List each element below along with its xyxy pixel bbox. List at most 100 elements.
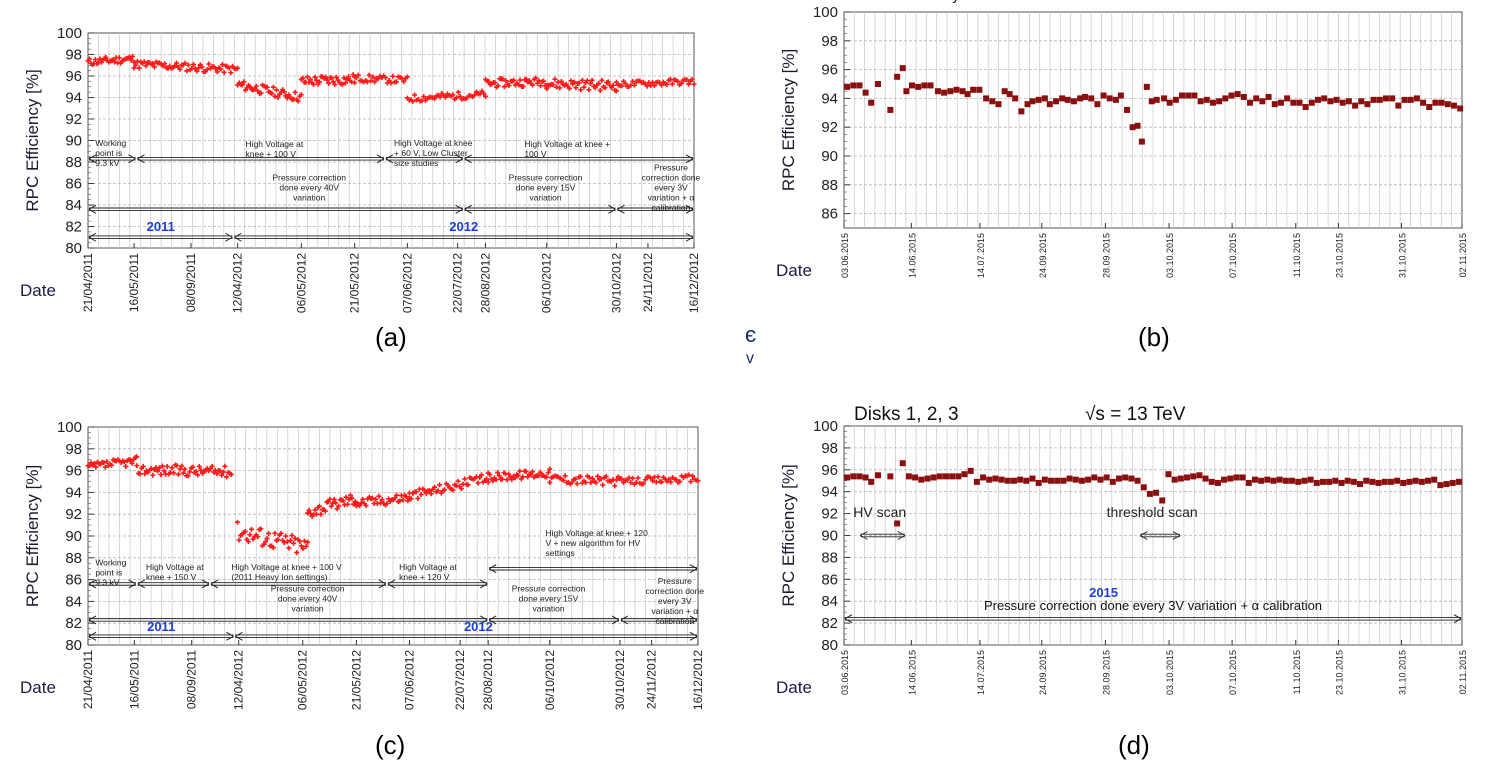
data-point bbox=[1001, 88, 1008, 95]
data-point bbox=[177, 466, 183, 472]
data-point bbox=[486, 78, 492, 84]
arrow-head-right bbox=[1172, 531, 1181, 540]
data-point bbox=[695, 478, 701, 484]
data-point bbox=[1165, 471, 1172, 478]
arrow-head-right bbox=[685, 232, 694, 242]
data-point bbox=[206, 61, 212, 67]
data-point bbox=[1376, 96, 1383, 103]
data-point bbox=[1140, 484, 1147, 491]
data-point bbox=[874, 472, 881, 479]
x-tick-label: 16/05/2011 bbox=[127, 253, 141, 312]
annotation-text: High Voltage at knee bbox=[394, 138, 473, 148]
data-point bbox=[1319, 478, 1326, 485]
data-point bbox=[583, 479, 589, 485]
data-point bbox=[477, 475, 483, 481]
data-point bbox=[894, 73, 901, 80]
data-point bbox=[1308, 99, 1315, 106]
data-point bbox=[499, 476, 505, 482]
data-point bbox=[1197, 98, 1204, 105]
annotation-text: done every 40V bbox=[278, 594, 338, 604]
data-point bbox=[272, 530, 278, 536]
data-point bbox=[578, 87, 584, 93]
data-point bbox=[619, 476, 625, 482]
data-point bbox=[856, 82, 863, 89]
data-point bbox=[278, 530, 284, 536]
annotation-text: variation bbox=[529, 192, 561, 202]
data-point bbox=[151, 64, 157, 70]
y-tick-label: 84 bbox=[65, 197, 82, 214]
y-tick-label: 90 bbox=[821, 528, 838, 545]
x-tick-label: 21/04/2011 bbox=[81, 253, 95, 312]
data-point bbox=[1431, 476, 1438, 483]
data-point bbox=[221, 69, 227, 75]
data-point bbox=[1166, 99, 1173, 106]
data-point bbox=[1406, 478, 1413, 485]
data-point bbox=[1054, 477, 1061, 484]
data-point bbox=[983, 95, 990, 102]
data-point bbox=[669, 81, 675, 87]
data-point bbox=[150, 472, 156, 478]
data-point bbox=[275, 537, 281, 543]
data-point bbox=[266, 530, 272, 536]
data-point bbox=[589, 77, 595, 83]
x-tick-label: 28.09.2015 bbox=[1101, 233, 1111, 278]
data-point bbox=[1109, 478, 1116, 485]
data-point bbox=[1091, 474, 1098, 481]
data-point bbox=[284, 539, 290, 545]
data-point bbox=[1326, 478, 1333, 485]
annotation-text: Pressure bbox=[654, 163, 688, 173]
data-point bbox=[159, 463, 165, 469]
data-point bbox=[560, 477, 566, 483]
x-tick-label: 07.10.2015 bbox=[1228, 650, 1238, 695]
arrow-head-right bbox=[479, 615, 488, 625]
data-point bbox=[586, 474, 592, 480]
data-point bbox=[1450, 102, 1457, 109]
data-point bbox=[1128, 475, 1135, 482]
x-tick-label: 23.10.2015 bbox=[1334, 650, 1344, 695]
data-point bbox=[967, 467, 974, 474]
x-tick-label: 22/07/2012 bbox=[451, 253, 465, 313]
data-point bbox=[576, 80, 582, 86]
data-point bbox=[1041, 95, 1048, 102]
data-point bbox=[894, 520, 901, 527]
y-tick-label: 80 bbox=[65, 240, 82, 257]
data-point bbox=[1321, 95, 1328, 102]
data-point bbox=[1438, 99, 1445, 106]
data-point bbox=[566, 85, 572, 91]
data-point bbox=[383, 75, 389, 81]
data-point bbox=[264, 84, 270, 90]
data-point bbox=[318, 511, 324, 517]
data-point bbox=[1112, 96, 1119, 103]
data-point bbox=[199, 64, 205, 70]
y-tick-label: 80 bbox=[821, 637, 838, 654]
data-point bbox=[131, 59, 137, 65]
data-point bbox=[300, 546, 306, 552]
data-point bbox=[1077, 95, 1084, 102]
data-point bbox=[184, 68, 190, 74]
arrow-head-left bbox=[88, 204, 97, 214]
data-point bbox=[410, 98, 416, 104]
data-point bbox=[1143, 83, 1150, 90]
arrow-head-right bbox=[1453, 614, 1462, 624]
data-point bbox=[1064, 96, 1071, 103]
data-point bbox=[453, 483, 459, 489]
data-point bbox=[1234, 91, 1241, 98]
data-point bbox=[1134, 122, 1141, 129]
data-point bbox=[1251, 476, 1258, 483]
data-point bbox=[1196, 472, 1203, 479]
data-point bbox=[1048, 477, 1055, 484]
annotation-text: calibration bbox=[655, 616, 694, 626]
data-point bbox=[483, 93, 489, 99]
data-point bbox=[123, 463, 129, 469]
data-point bbox=[571, 79, 577, 85]
data-point bbox=[162, 61, 168, 67]
data-point bbox=[1191, 92, 1198, 99]
data-point bbox=[103, 54, 109, 60]
data-point bbox=[239, 82, 245, 88]
data-point bbox=[1060, 477, 1067, 484]
y-tick-label: 94 bbox=[65, 484, 82, 501]
data-point bbox=[281, 89, 287, 95]
data-point bbox=[552, 76, 558, 82]
x-tick-label: 11.10.2015 bbox=[1292, 650, 1302, 694]
data-point bbox=[520, 83, 526, 89]
